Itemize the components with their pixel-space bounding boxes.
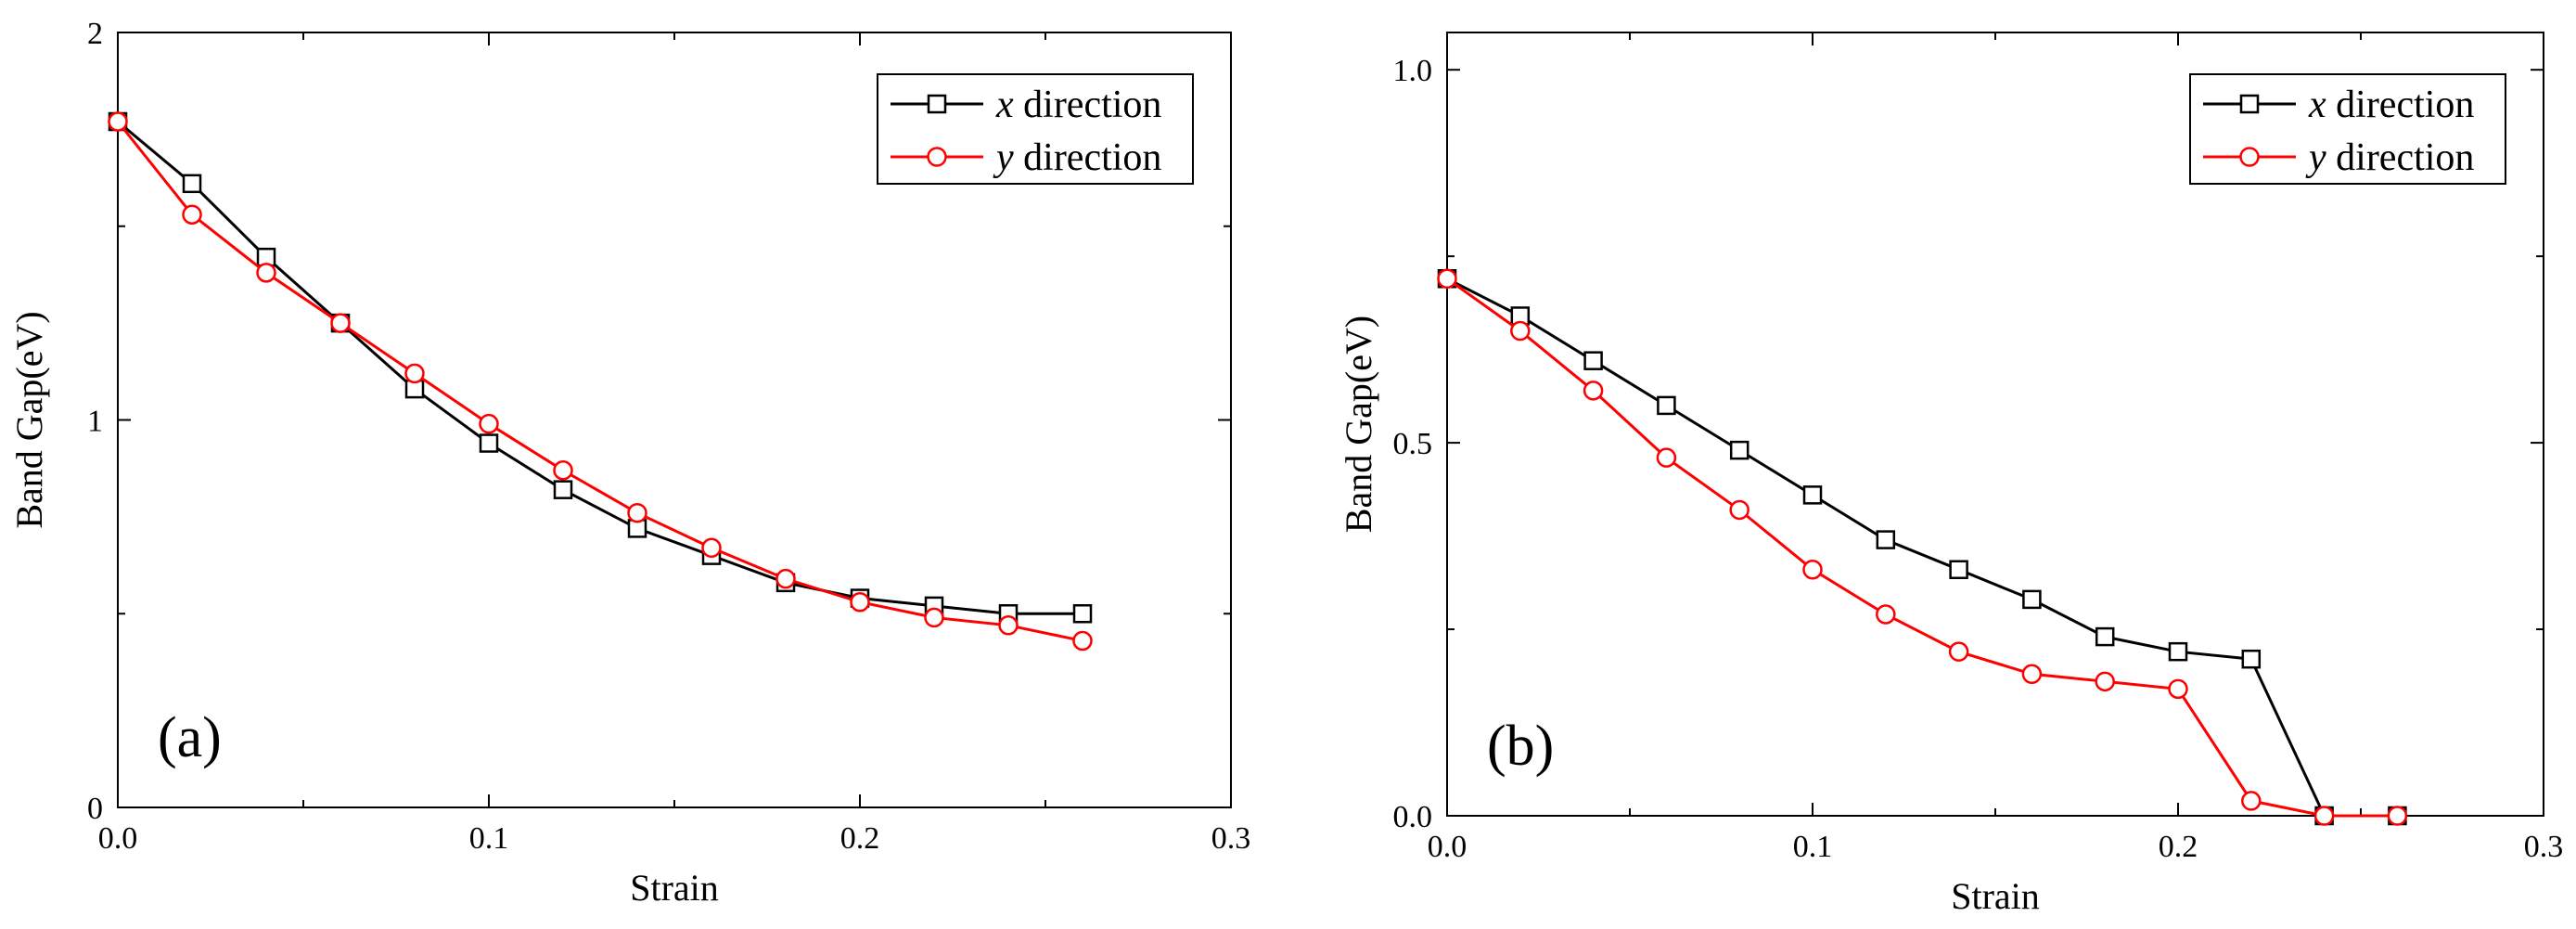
series-line xyxy=(117,120,1083,615)
legend-marker xyxy=(927,94,947,114)
legend-entry-text: direction xyxy=(1014,84,1162,126)
data-point xyxy=(701,537,722,559)
y-tick-label: 1 xyxy=(87,405,103,439)
data-point xyxy=(479,413,499,434)
legend-marker xyxy=(927,147,947,167)
y-tick-label: 1.0 xyxy=(1393,54,1433,88)
data-point xyxy=(1876,530,1896,549)
data-point xyxy=(1072,630,1093,652)
data-point xyxy=(1583,381,1604,401)
legend-entry: x direction xyxy=(2308,84,2474,126)
x-tick-label: 0.2 xyxy=(840,821,880,856)
data-point xyxy=(1072,604,1093,624)
data-point xyxy=(553,480,573,499)
y-axis-title: Band Gap(eV) xyxy=(1338,316,1379,533)
legend-entry: y direction xyxy=(993,136,1161,179)
data-point xyxy=(1802,485,1823,505)
x-axis-title: Strain xyxy=(1951,875,2040,917)
x-tick-label: 0.0 xyxy=(98,821,138,856)
data-point xyxy=(330,313,351,333)
data-point xyxy=(479,433,499,453)
data-point xyxy=(1657,395,1676,416)
data-point xyxy=(775,568,796,589)
data-point xyxy=(1656,447,1677,468)
data-point xyxy=(1876,604,1896,625)
data-point xyxy=(182,174,202,194)
data-point xyxy=(2021,664,2043,685)
x-tick-label: 0.1 xyxy=(469,821,509,856)
legend-entry-axis: y xyxy=(2305,136,2326,179)
legend-entry: x direction xyxy=(995,84,1161,126)
data-point xyxy=(404,363,425,384)
data-point xyxy=(256,263,276,283)
data-point xyxy=(924,607,944,628)
legend-entry: y direction xyxy=(2305,136,2474,179)
series-x-direction xyxy=(1437,269,2407,826)
data-point xyxy=(2168,678,2188,700)
x-tick-label: 0.1 xyxy=(1793,830,1833,864)
x-tick-label: 0.3 xyxy=(2524,830,2564,864)
data-point xyxy=(1583,351,1603,370)
series-y-direction xyxy=(1437,268,2408,826)
data-point xyxy=(2241,791,2262,811)
data-point xyxy=(108,111,128,132)
series-x-direction xyxy=(108,111,1093,624)
legend-box xyxy=(877,73,1194,185)
legend-marker xyxy=(2239,147,2260,167)
data-point xyxy=(1729,499,1749,521)
data-point xyxy=(998,615,1019,636)
legend-entry-axis: x xyxy=(2308,84,2326,126)
legend-marker xyxy=(2239,94,2260,114)
legend-entry-text: direction xyxy=(2326,136,2475,179)
y-axis-title: Band Gap(eV) xyxy=(8,311,50,528)
x-tick-label: 0.2 xyxy=(2159,830,2198,864)
data-point xyxy=(627,502,647,523)
y-tick-label: 2 xyxy=(87,17,103,51)
legend-entry-text: direction xyxy=(1014,136,1162,179)
y-tick-label: 0.0 xyxy=(1393,800,1433,834)
series-line xyxy=(116,121,1083,642)
data-point xyxy=(182,204,202,225)
panel-label: (a) xyxy=(158,706,222,769)
data-point xyxy=(2022,589,2042,610)
data-point xyxy=(2241,649,2262,669)
y-tick-label: 0.5 xyxy=(1393,427,1433,461)
data-point xyxy=(2095,671,2115,692)
legend-entry-text: direction xyxy=(2326,84,2475,126)
y-tick-label: 0 xyxy=(87,792,103,826)
legend-entry-axis: y xyxy=(993,136,1014,179)
data-point xyxy=(2387,806,2408,826)
data-point xyxy=(2313,806,2335,826)
x-axis-title: Strain xyxy=(630,867,719,909)
series-y-direction xyxy=(108,111,1093,652)
data-point xyxy=(553,460,573,481)
data-point xyxy=(1949,560,1968,579)
legend-entry-axis: x xyxy=(995,84,1014,126)
data-point xyxy=(1437,268,1457,290)
data-point xyxy=(850,591,870,613)
panel-label: (b) xyxy=(1487,715,1554,778)
data-point xyxy=(1948,641,1969,662)
x-tick-label: 0.3 xyxy=(1211,821,1251,856)
data-point xyxy=(1510,320,1531,342)
chart-panel-b: 0.0 0.1 0.2 0.3 0.0 0.5 1.0 Strain Band Gap(eV) (… xyxy=(1338,32,2563,917)
legend-box xyxy=(2189,73,2506,185)
series-line xyxy=(1446,277,2398,818)
x-tick-label: 0.0 xyxy=(1428,830,1467,864)
chart-panel-a: 0.0 0.1 0.2 0.3 0 1 2 Strain Band Gap(eV) (a) x di… xyxy=(8,17,1250,909)
data-point xyxy=(2095,626,2115,647)
series-line xyxy=(1446,277,2398,818)
data-point xyxy=(1802,559,1823,580)
data-point xyxy=(1729,440,1749,460)
data-point xyxy=(2168,641,2188,662)
